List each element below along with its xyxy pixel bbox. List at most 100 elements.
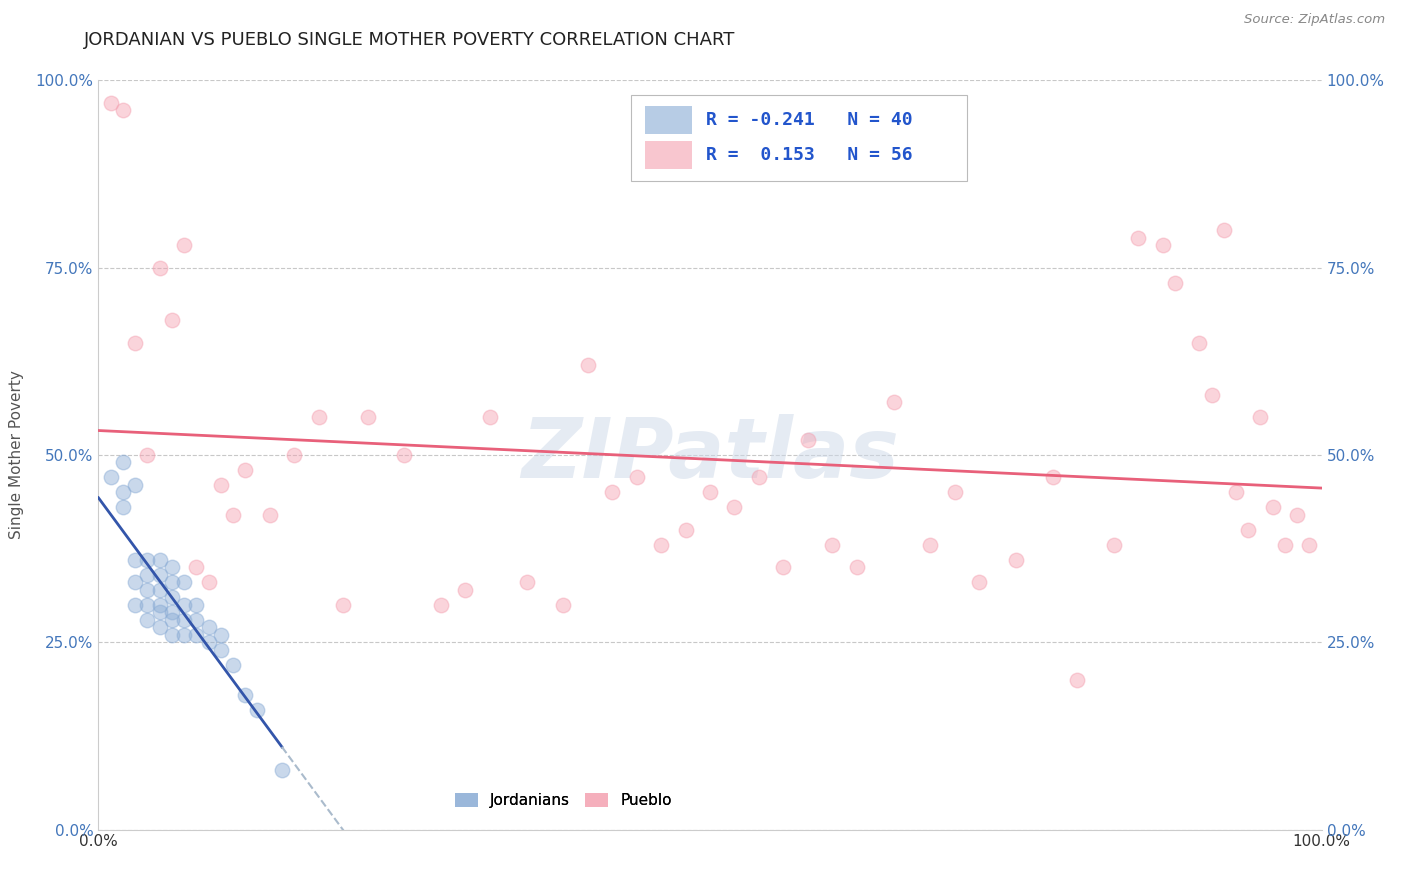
Point	[1152, 238, 1174, 252]
Point	[186, 598, 208, 612]
Text: ZIPatlas: ZIPatlas	[522, 415, 898, 495]
Point	[111, 455, 134, 469]
Point	[454, 582, 477, 597]
Point	[650, 538, 672, 552]
Point	[100, 95, 122, 110]
Point	[246, 703, 269, 717]
Point	[222, 657, 245, 672]
Point	[1188, 335, 1211, 350]
Point	[943, 485, 966, 500]
Point	[186, 628, 208, 642]
Point	[124, 575, 146, 590]
Point	[553, 598, 575, 612]
Point	[111, 500, 134, 515]
Point	[1274, 538, 1296, 552]
Text: Source: ZipAtlas.com: Source: ZipAtlas.com	[1244, 13, 1385, 27]
Point	[173, 598, 195, 612]
Point	[149, 598, 172, 612]
Point	[136, 553, 159, 567]
Point	[332, 598, 354, 612]
Point	[233, 688, 256, 702]
Point	[149, 260, 172, 275]
Point	[626, 470, 648, 484]
Point	[197, 635, 219, 649]
Point	[124, 478, 146, 492]
Point	[515, 575, 537, 590]
Point	[100, 470, 122, 484]
Point	[772, 560, 794, 574]
Point	[209, 478, 232, 492]
Point	[270, 763, 294, 777]
Point	[173, 613, 195, 627]
Point	[186, 560, 208, 574]
Point	[283, 448, 305, 462]
Point	[149, 582, 172, 597]
Point	[173, 575, 195, 590]
Point	[576, 358, 599, 372]
Point	[1237, 523, 1260, 537]
Point	[124, 335, 146, 350]
Point	[1066, 673, 1088, 687]
Point	[967, 575, 990, 590]
Point	[209, 628, 232, 642]
Point	[233, 463, 256, 477]
Point	[356, 410, 378, 425]
FancyBboxPatch shape	[645, 106, 692, 134]
Point	[1042, 470, 1064, 484]
Point	[1249, 410, 1271, 425]
Point	[675, 523, 697, 537]
Point	[308, 410, 330, 425]
Point	[1261, 500, 1284, 515]
Point	[136, 613, 159, 627]
Point	[883, 395, 905, 409]
Point	[748, 470, 770, 484]
Point	[197, 575, 219, 590]
Point	[723, 500, 745, 515]
Text: R = -0.241   N = 40: R = -0.241 N = 40	[706, 111, 912, 129]
Point	[1102, 538, 1125, 552]
Point	[1201, 388, 1223, 402]
Point	[259, 508, 281, 522]
Point	[600, 485, 623, 500]
Point	[1225, 485, 1247, 500]
Point	[173, 628, 195, 642]
Point	[111, 485, 134, 500]
Point	[1286, 508, 1309, 522]
Text: R =  0.153   N = 56: R = 0.153 N = 56	[706, 146, 912, 164]
Point	[1298, 538, 1320, 552]
FancyBboxPatch shape	[630, 95, 967, 181]
Point	[160, 560, 183, 574]
Point	[699, 485, 721, 500]
Point	[197, 620, 219, 634]
Point	[124, 598, 146, 612]
Point	[149, 567, 172, 582]
Point	[222, 508, 245, 522]
Point	[209, 642, 232, 657]
Point	[149, 620, 172, 634]
Legend: Jordanians, Pueblo: Jordanians, Pueblo	[449, 787, 678, 814]
Point	[149, 605, 172, 619]
Point	[160, 313, 183, 327]
Point	[797, 433, 820, 447]
Point	[1128, 230, 1150, 244]
Point	[478, 410, 501, 425]
Point	[111, 103, 134, 118]
Point	[160, 591, 183, 605]
Point	[160, 605, 183, 619]
Point	[430, 598, 453, 612]
Point	[821, 538, 844, 552]
Point	[160, 628, 183, 642]
Point	[136, 598, 159, 612]
Y-axis label: Single Mother Poverty: Single Mother Poverty	[10, 370, 24, 540]
Point	[845, 560, 868, 574]
Point	[1164, 276, 1187, 290]
Point	[160, 613, 183, 627]
Point	[920, 538, 942, 552]
Point	[136, 582, 159, 597]
Text: JORDANIAN VS PUEBLO SINGLE MOTHER POVERTY CORRELATION CHART: JORDANIAN VS PUEBLO SINGLE MOTHER POVERT…	[84, 31, 735, 49]
FancyBboxPatch shape	[645, 141, 692, 169]
Point	[124, 553, 146, 567]
Point	[149, 553, 172, 567]
Point	[160, 575, 183, 590]
Point	[136, 567, 159, 582]
